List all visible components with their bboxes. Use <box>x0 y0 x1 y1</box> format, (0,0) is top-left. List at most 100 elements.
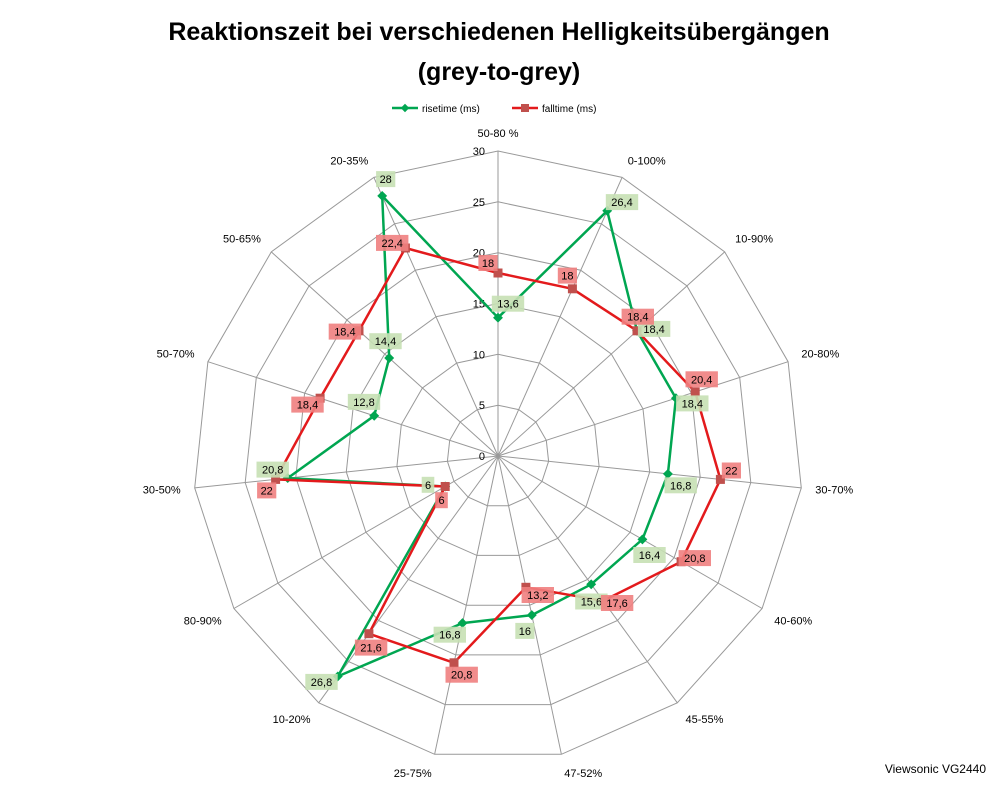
data-label-text: 17,6 <box>606 598 627 610</box>
data-label-text: 18,4 <box>334 327 355 339</box>
category-label-20-80: 20-80% <box>801 348 839 360</box>
grid-spoke-50-65 <box>270 251 499 457</box>
category-label-25-75: 25-75% <box>394 768 432 780</box>
point-risetime-40-60 <box>637 534 648 545</box>
footer-caption: Viewsonic VG2440 <box>885 762 987 776</box>
data-label-text: 14,4 <box>375 336 396 348</box>
grid-spoke-0-100 <box>497 177 623 457</box>
point-risetime-20-35 <box>377 190 388 201</box>
point-falltime-25-75 <box>449 658 459 668</box>
data-label-text: 18 <box>482 258 494 270</box>
data-label-risetime-40-60: 16,4 <box>633 547 666 563</box>
grid-spoke-30-70 <box>497 455 802 489</box>
category-label-80-90: 80-90% <box>184 616 222 628</box>
data-label-text: 6 <box>438 495 444 507</box>
category-label-10-90: 10-90% <box>735 234 773 246</box>
data-label-bg <box>600 595 634 611</box>
point-falltime-10-20 <box>364 629 374 639</box>
tick-label-25: 25 <box>473 197 485 209</box>
grid-ring-30 <box>194 150 802 755</box>
data-label-falltime-10-90: 18,4 <box>621 308 654 325</box>
data-label-falltime-50-65: 18,4 <box>328 323 362 340</box>
data-label-text: 26,8 <box>311 677 332 689</box>
data-label-bg <box>305 673 338 690</box>
point-risetime-47-52 <box>526 610 537 621</box>
data-label-bg <box>685 371 718 388</box>
data-label-bg <box>376 171 396 188</box>
chart-title: Reaktionszeit bei verschiedenen Helligke… <box>168 18 829 46</box>
data-label-text: 15,6 <box>581 597 602 609</box>
data-label-bg <box>521 587 554 603</box>
data-label-text: 21,6 <box>360 643 381 655</box>
data-label-bg <box>376 234 409 251</box>
grid-ring-20 <box>295 252 701 656</box>
data-labels: 13,626,418,418,416,816,415,61616,826,862… <box>256 171 741 690</box>
legend-label-falltime: falltime (ms) <box>542 104 596 115</box>
data-label-risetime-10-90: 18,4 <box>637 320 671 337</box>
grid-spoke-47-52 <box>497 455 562 755</box>
data-label-text: 18 <box>561 271 573 283</box>
point-falltime-10-90 <box>632 326 642 336</box>
point-risetime-30-70 <box>662 468 673 479</box>
point-risetime-50-80 <box>493 312 503 323</box>
grid-spoke-20-35 <box>373 177 499 457</box>
data-label-risetime-50-65: 14,4 <box>369 333 402 350</box>
legend: risetime (ms) falltime (ms) <box>392 103 596 115</box>
data-label-bg <box>575 593 608 610</box>
category-label-30-50: 30-50% <box>143 484 181 496</box>
category-label-45-55: 45-55% <box>686 714 724 726</box>
point-falltime-80-90 <box>440 482 450 491</box>
point-falltime-0-100 <box>567 284 577 294</box>
tick-label-0: 0 <box>479 451 485 463</box>
grid-ring-25 <box>244 201 752 706</box>
data-label-bg <box>421 476 435 493</box>
data-label-text: 20,4 <box>691 374 712 386</box>
data-label-bg <box>369 333 402 350</box>
point-falltime-50-80 <box>493 268 503 278</box>
data-label-falltime-40-60: 20,8 <box>678 550 711 567</box>
data-label-bg <box>478 255 498 271</box>
data-label-text: 13,2 <box>527 590 548 602</box>
data-label-bg <box>435 492 448 509</box>
point-falltime-30-70 <box>715 474 725 484</box>
data-label-risetime-0-100: 26,4 <box>605 194 639 211</box>
data-label-bg <box>445 666 478 683</box>
grid-spoke-25-75 <box>434 455 499 755</box>
data-label-text: 13,6 <box>497 299 518 311</box>
data-label-falltime-80-90: 6 <box>435 492 448 509</box>
point-falltime-30-50 <box>271 474 281 484</box>
data-label-bg <box>721 462 741 479</box>
data-label-text: 18,4 <box>682 398 703 410</box>
point-risetime-50-70 <box>369 410 380 421</box>
point-risetime-50-65 <box>384 353 395 363</box>
data-label-falltime-0-100: 18 <box>557 267 577 284</box>
point-risetime-25-75 <box>457 618 468 629</box>
data-label-falltime-47-52: 13,2 <box>521 587 554 603</box>
data-label-bg <box>433 626 466 643</box>
grid-spoke-80-90 <box>233 455 499 609</box>
data-label-risetime-25-75: 16,8 <box>433 626 466 643</box>
data-label-falltime-25-75: 20,8 <box>445 666 478 683</box>
data-label-risetime-10-20: 26,8 <box>305 673 338 690</box>
data-label-text: 20,8 <box>451 670 472 682</box>
data-label-bg <box>621 308 654 325</box>
data-label-bg <box>347 393 381 410</box>
data-label-risetime-30-50: 20,8 <box>256 461 289 478</box>
data-label-bg <box>637 320 671 337</box>
point-risetime-45-55 <box>586 579 597 590</box>
data-label-bg <box>515 622 535 639</box>
data-label-text: 16,4 <box>639 550 660 562</box>
legend-item-risetime: risetime (ms) <box>392 103 480 115</box>
data-label-bg <box>605 194 639 211</box>
data-label-text: 16 <box>519 626 531 638</box>
legend-item-falltime: falltime (ms) <box>512 104 596 115</box>
data-label-text: 20,8 <box>684 553 705 565</box>
category-label-50-70: 50-70% <box>157 348 195 360</box>
data-label-text: 22 <box>261 485 273 497</box>
data-label-bg <box>257 482 277 499</box>
data-label-falltime-50-70: 18,4 <box>291 396 324 413</box>
tick-label-30: 30 <box>473 146 485 158</box>
legend-marker-risetime <box>400 103 410 113</box>
